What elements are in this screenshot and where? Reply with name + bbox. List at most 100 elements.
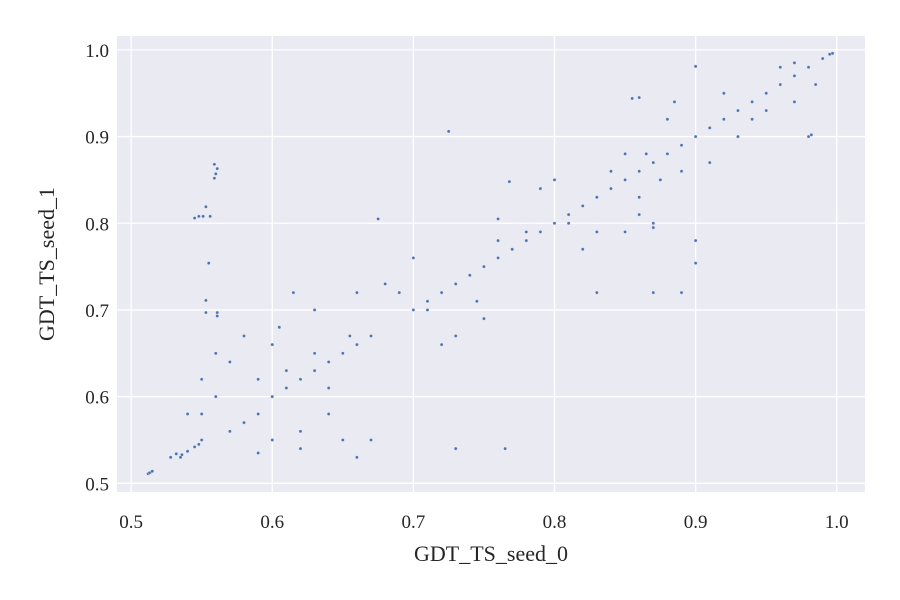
data-point [679, 290, 684, 295]
data-point [496, 217, 500, 221]
data-point [736, 134, 740, 139]
data-point [813, 82, 818, 87]
data-point [482, 316, 486, 321]
y-tick-label: 0.8 [85, 214, 109, 235]
x-tick-label: 0.5 [119, 512, 143, 533]
data-point [538, 230, 543, 234]
data-point [439, 290, 444, 295]
data-point [658, 178, 663, 182]
data-point [355, 342, 359, 347]
data-point [820, 56, 825, 61]
data-point [192, 216, 197, 220]
data-point [215, 166, 219, 171]
data-point [215, 314, 219, 318]
data-point [355, 290, 359, 295]
y-tick-label: 0.7 [85, 301, 109, 322]
data-points [146, 51, 835, 476]
data-point [792, 74, 797, 78]
data-point [623, 230, 627, 234]
data-point [355, 455, 359, 460]
data-point [792, 61, 797, 65]
data-point [256, 377, 260, 382]
data-point [270, 394, 274, 399]
data-point [383, 282, 387, 286]
data-point [651, 290, 656, 295]
data-point [326, 386, 331, 390]
data-point [722, 117, 726, 121]
data-point [199, 412, 204, 416]
data-point [174, 452, 179, 456]
data-point [341, 351, 345, 356]
data-point [496, 256, 500, 260]
data-point [665, 117, 670, 121]
data-point [228, 429, 232, 434]
data-point [468, 273, 472, 278]
data-point [215, 310, 219, 315]
data-point [298, 446, 303, 451]
data-point [277, 325, 282, 330]
data-point [348, 334, 352, 338]
data-point [595, 290, 599, 295]
data-point [595, 230, 599, 234]
data-point [651, 225, 656, 230]
data-point [270, 438, 274, 442]
data-point [212, 162, 217, 167]
x-tick-label: 0.8 [543, 512, 567, 533]
y-axis-label: GDT_TS_seed_1 [34, 187, 59, 341]
data-point [475, 299, 479, 304]
data-point [256, 412, 260, 416]
data-point [750, 117, 754, 121]
data-point [425, 299, 430, 304]
data-point [369, 438, 373, 442]
data-point [439, 342, 444, 347]
data-point [411, 308, 416, 312]
data-point [637, 212, 641, 217]
data-point [764, 108, 768, 113]
data-point [806, 65, 811, 69]
data-point [651, 160, 656, 165]
data-point [291, 290, 296, 295]
data-point [242, 334, 246, 338]
data-point [206, 261, 211, 265]
data-point [242, 420, 246, 425]
data-point [637, 95, 641, 100]
x-tick-labels: 0.5 0.6 0.7 0.8 0.9 1.0 [119, 512, 848, 533]
data-point [256, 451, 260, 455]
data-point [201, 214, 205, 219]
data-point [326, 360, 331, 364]
data-point [212, 176, 217, 180]
data-point [552, 221, 557, 226]
data-point [708, 160, 712, 165]
data-point [341, 438, 345, 442]
data-point [214, 351, 218, 356]
data-point [150, 469, 155, 473]
data-point [778, 65, 783, 69]
data-point [510, 247, 514, 252]
data-point [623, 178, 627, 182]
data-point [722, 91, 726, 95]
data-point [693, 134, 698, 139]
data-point [199, 377, 204, 382]
data-point [270, 342, 274, 347]
data-point [778, 82, 783, 87]
data-point [453, 334, 458, 338]
data-point [284, 386, 289, 390]
data-point [637, 169, 641, 173]
data-point [736, 108, 740, 113]
data-point [750, 100, 754, 104]
data-point [168, 455, 173, 460]
data-point [411, 256, 416, 260]
x-tick-label: 0.7 [402, 512, 426, 533]
y-tick-label: 0.5 [85, 474, 109, 495]
data-point [623, 152, 627, 156]
data-point [672, 100, 677, 104]
data-point [197, 442, 201, 447]
data-point [503, 446, 507, 451]
data-point [326, 412, 331, 416]
data-point [538, 186, 543, 191]
data-point [708, 126, 712, 130]
data-point [679, 169, 684, 173]
data-point [806, 134, 811, 139]
data-point [580, 247, 585, 252]
data-point [192, 445, 197, 449]
